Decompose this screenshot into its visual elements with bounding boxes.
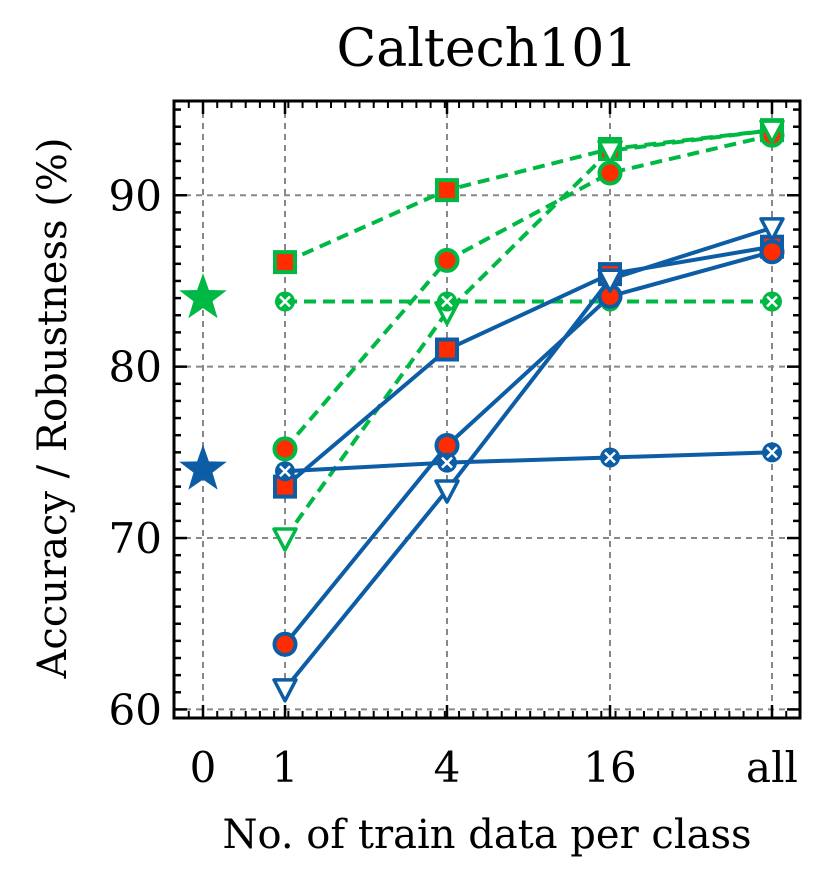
marker-layer [179, 118, 785, 703]
zero-shot-star [179, 444, 227, 490]
zero-shot-star [179, 273, 227, 319]
data-point-green-triangle [272, 527, 298, 552]
series-line-blue-x [284, 450, 773, 474]
data-point-green-circle [434, 247, 460, 273]
data-point-blue-triangle [434, 479, 460, 504]
y-tick-label: 60 [109, 685, 162, 734]
data-point-blue-x-cross [604, 451, 616, 464]
data-point-blue-square [435, 337, 459, 362]
axes: 60 70 80 90 0 1 4 16 all [109, 99, 802, 792]
series-layer [283, 128, 773, 691]
data-point-blue-circle [759, 239, 785, 265]
series-line-blue-square [283, 244, 773, 489]
x-tick-label: 1 [272, 743, 299, 792]
data-point-blue-x-cross [279, 465, 291, 478]
data-point-blue-triangle [272, 678, 298, 703]
data-point-green-circle [272, 436, 298, 462]
x-tick-label: 0 [190, 743, 217, 792]
data-point-green-triangle [759, 119, 785, 144]
chart-title: Caltech101 [337, 19, 638, 79]
x-axis-label: No. of train data per class [222, 812, 751, 858]
data-point-green-circle [597, 160, 623, 186]
data-point-blue-triangle [597, 268, 623, 293]
data-point-green-x-cross [766, 295, 778, 308]
y-tick-label: 70 [109, 514, 162, 563]
data-point-blue-x-cross [766, 446, 778, 459]
data-point-green-x-cross [279, 295, 291, 308]
data-point-blue-x-cross [441, 456, 453, 469]
data-point-green-square [435, 178, 459, 203]
data-point-green-triangle [597, 139, 623, 165]
y-axis-label: Accuracy / Robustness (%) [30, 138, 76, 680]
y-tick-label: 80 [109, 343, 162, 392]
series-line-blue-triangle [283, 225, 773, 691]
data-point-green-x-cross [441, 295, 453, 308]
series-line-green-triangle [283, 128, 773, 540]
x-tick-label: 16 [583, 743, 636, 792]
series-line-green-circle [283, 133, 773, 451]
x-tick-label: all [746, 743, 798, 792]
data-point-blue-triangle [759, 217, 785, 242]
y-tick-label: 90 [109, 171, 162, 220]
data-point-green-square [273, 250, 297, 275]
x-tick-label: 4 [434, 743, 461, 792]
series-line-blue-circle [283, 249, 773, 646]
data-point-blue-circle [272, 631, 298, 657]
